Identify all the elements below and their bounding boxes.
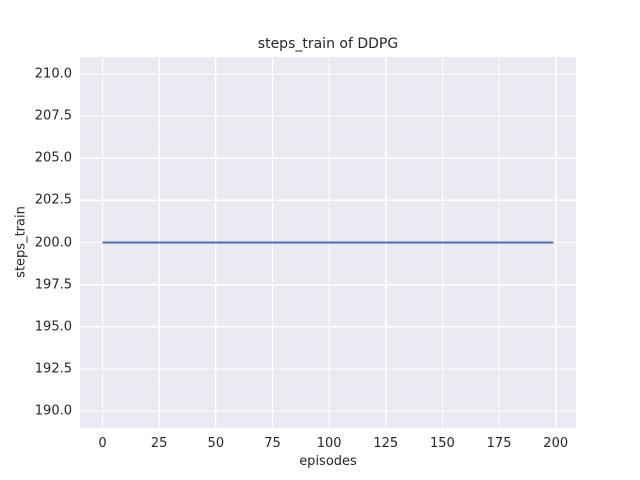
- y-tick-label: 207.5: [34, 108, 72, 124]
- x-tick-label: 75: [264, 436, 281, 451]
- y-tick-label: 202.5: [34, 192, 72, 208]
- y-tick-label: 200.0: [34, 235, 72, 250]
- x-tick-label: 0: [98, 436, 107, 451]
- x-tick-label: 125: [373, 436, 399, 451]
- y-tick-label: 190.0: [34, 403, 72, 419]
- x-tick-label: 175: [486, 436, 512, 451]
- x-axis-label: episodes: [299, 454, 357, 469]
- x-tick-label: 50: [207, 436, 225, 451]
- x-tick-label: 100: [316, 436, 342, 451]
- x-tick-label: 200: [543, 436, 569, 451]
- x-tick-label: 25: [150, 436, 168, 451]
- y-tick-label: 197.5: [34, 277, 72, 293]
- y-tick-label: 195.0: [34, 319, 72, 335]
- chart-title: steps_train of DDPG: [257, 36, 399, 52]
- y-tick-label: 210.0: [34, 66, 72, 82]
- x-tick-label: 150: [430, 436, 455, 451]
- y-tick-label: 205.0: [34, 150, 72, 166]
- y-tick-label: 192.5: [34, 361, 72, 377]
